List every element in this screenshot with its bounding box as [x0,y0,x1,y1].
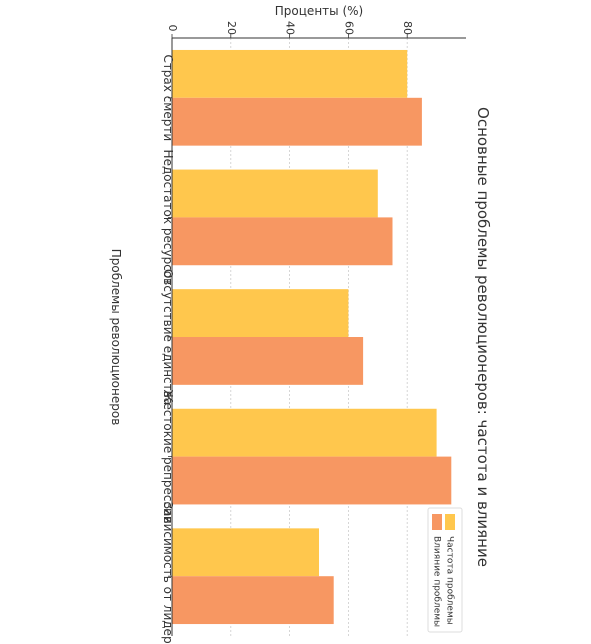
value-tick-label-3: 60 [342,21,355,35]
bar-frequency-0 [172,49,408,98]
bar-impact-0 [172,97,422,146]
legend-label-0: Частота проблемы [445,536,455,625]
legend-label-1: Влияние проблемы [432,536,442,627]
value-tick-label-2: 40 [284,21,297,35]
y-axis-title: Проценты (%) [275,4,363,18]
x-axis-title: Проблемы революционеров [109,249,123,426]
legend-swatch-0 [445,514,455,530]
bar-impact-2 [172,337,364,385]
value-tick-label-4: 80 [401,21,414,35]
legend-swatch-1 [432,514,442,530]
bar-impact-4 [172,576,334,625]
bar-impact-3 [172,456,452,505]
bar-frequency-3 [172,408,437,457]
bar-frequency-4 [172,528,319,577]
value-tick-label-1: 20 [225,21,238,35]
chart-title: Основные проблемы революционеров: частот… [474,107,492,567]
bar-impact-1 [172,217,393,266]
bar-frequency-1 [172,169,378,218]
legend-frame [427,507,463,633]
category-label-4: Зависимость от лидера [161,501,175,644]
bar-frequency-2 [172,289,349,337]
value-tick-label-0: 0 [166,25,179,32]
